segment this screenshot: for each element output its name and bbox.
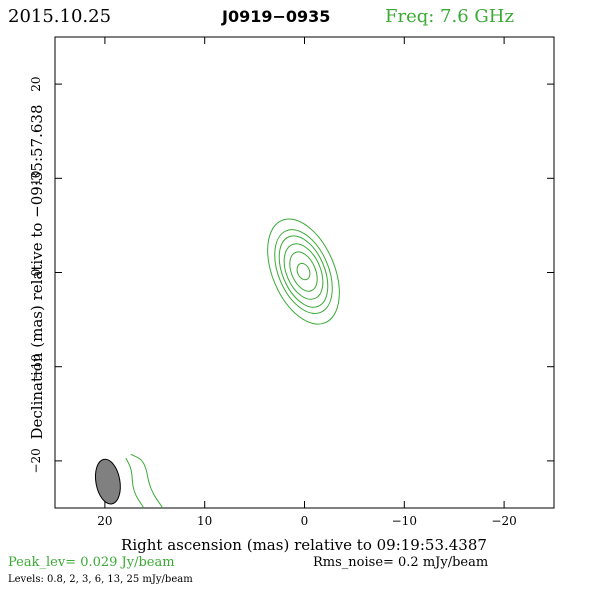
y-tick-label: 10 [29, 171, 43, 186]
contour-level-13 [289, 251, 318, 292]
x-axis-label: Right ascension (mas) relative to 09:19:… [121, 536, 487, 554]
y-axis-label: Declination (mas) relative to −09:35:57.… [28, 104, 46, 439]
x-tick-label: −20 [491, 514, 516, 528]
edge-contour [130, 453, 164, 509]
contour-levels: Levels: 0.8, 2, 3, 6, 13, 25 mJy/beam [8, 574, 193, 585]
plot-area: 20 10 0 −10 −20 20 10 0 −10 −20 [29, 36, 555, 528]
peak-level: Peak_lev= 0.029 Jy/beam [8, 555, 175, 570]
beam-group [94, 458, 121, 505]
contour-level-25 [296, 262, 311, 281]
x-tick-label: −10 [392, 514, 417, 528]
contour-level-0.8 [267, 218, 340, 325]
beam-ellipse [94, 458, 121, 505]
edge-contour [125, 457, 145, 509]
axis-ticks [55, 37, 554, 508]
x-tick-label: 20 [97, 514, 112, 528]
y-tick-labels: 20 10 0 −10 −20 [29, 76, 43, 473]
source-name: J0919−0935 [221, 7, 330, 26]
y-tick-label: 0 [29, 269, 43, 277]
plot-frame [54, 36, 555, 509]
y-tick-label: −20 [29, 448, 43, 473]
contour-level-3 [278, 235, 329, 308]
source-contours [267, 218, 340, 325]
x-tick-labels: 20 10 0 −10 −20 [97, 514, 517, 528]
x-tick-label: 10 [197, 514, 212, 528]
observation-date: 2015.10.25 [8, 6, 111, 27]
x-tick-label: 0 [301, 514, 309, 528]
edge-contours [125, 453, 164, 509]
y-tick-label: 20 [29, 76, 43, 91]
contour-level-6 [283, 243, 324, 300]
y-tick-label: −10 [29, 354, 43, 379]
rms-noise: Rms_noise= 0.2 mJy/beam [313, 555, 488, 570]
frequency-label: Freq: 7.6 GHz [385, 6, 514, 27]
contour-level-2 [274, 229, 333, 314]
